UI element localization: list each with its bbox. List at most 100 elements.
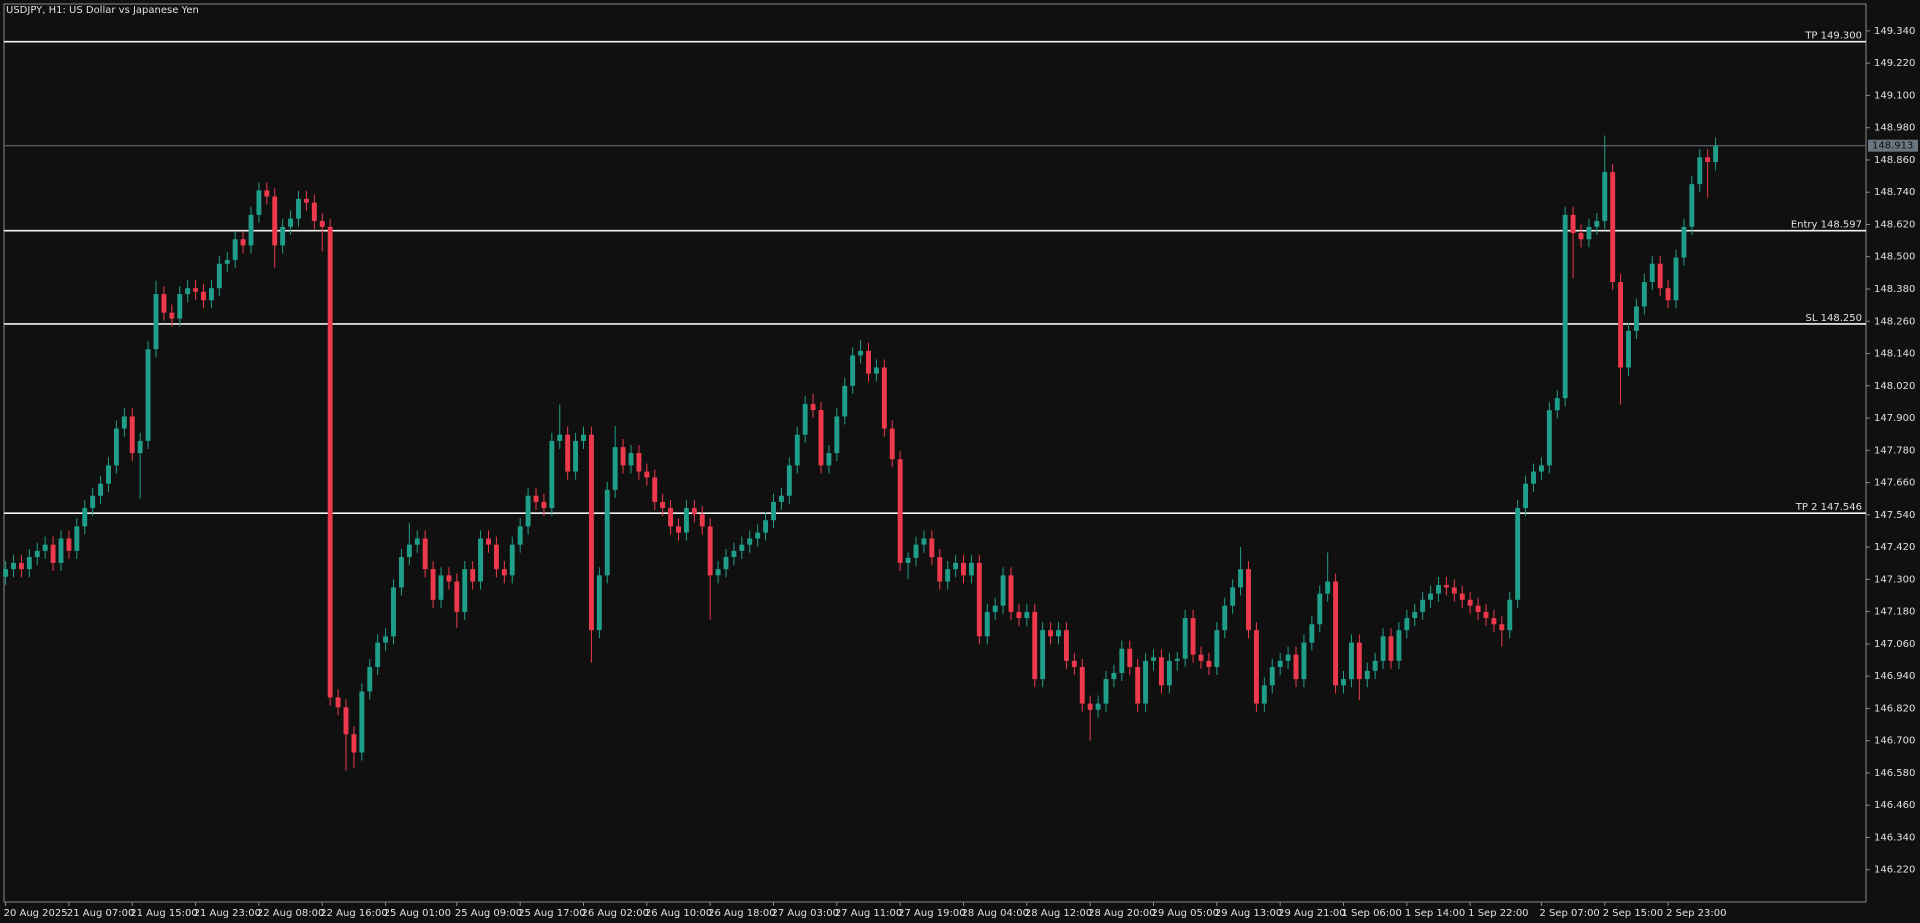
candle-body [1626,330,1631,368]
candle-body [1317,593,1323,625]
y-tick-label: 149.220 [1874,58,1915,69]
candle-body [470,569,476,582]
candle-body [628,453,634,466]
candle-body [588,434,594,631]
x-tick-label: 28 Aug 20:00 [1088,908,1155,919]
candle-body [644,471,650,478]
candle-body [1475,605,1481,612]
candle-body [1261,685,1267,704]
candle-body [406,544,412,558]
candle-body [193,288,199,292]
candle-body [826,453,832,466]
x-tick-label: 1 Sep 14:00 [1405,908,1465,919]
candle-body [1063,630,1069,661]
candle-body [272,196,278,246]
candle-body [1127,648,1133,668]
y-tick-label: 147.300 [1874,574,1915,585]
candle-body [1174,658,1180,661]
candle-body [1420,599,1426,612]
y-tick-label: 147.060 [1874,639,1915,650]
candle-body [652,477,658,502]
candle-body [604,489,610,576]
candle-body [1166,660,1172,686]
candle-body [1443,585,1449,588]
candle-body [699,514,705,527]
y-tick-label: 147.900 [1874,413,1915,424]
candle-body [1546,410,1552,466]
x-tick-label: 27 Aug 03:00 [772,908,839,919]
y-tick-label: 146.580 [1874,768,1915,779]
y-tick-label: 147.420 [1874,542,1915,553]
level-label: SL 148.250 [1806,313,1862,324]
candle-body [1151,657,1156,661]
candle-body [82,508,88,527]
candle-body [565,434,571,472]
candle-body [1657,263,1663,289]
candle-body [1602,172,1608,221]
candle-body [1507,599,1513,631]
x-tick-label: 26 Aug 18:00 [708,908,775,919]
candle-body [1277,660,1283,668]
candle-body [1673,257,1679,301]
candle-body [1190,618,1196,655]
candle-body [1531,471,1536,484]
candle-body [414,538,420,545]
candle-body [26,557,32,570]
y-tick-label: 148.620 [1874,219,1915,230]
candle-body [1071,660,1077,668]
candle-body [1483,611,1489,619]
candle-body [1499,624,1505,631]
candle-body [493,544,499,570]
candle-body [668,508,674,527]
candle-body [1348,642,1354,680]
candle-body [34,550,40,558]
candle-body [834,416,840,453]
candle-body [446,575,452,582]
x-tick-label: 21 Aug 07:00 [67,908,134,919]
y-tick-label: 149.100 [1874,90,1915,101]
candle-body [351,734,357,753]
candle-body [517,526,523,545]
candle-body [889,428,895,460]
candle-body [676,526,681,533]
candle-body [1594,220,1600,227]
candle-body [1705,157,1711,163]
candle-body [422,538,428,570]
candle-body [50,544,56,563]
candle-body [1246,569,1251,631]
candle-body [327,226,333,698]
candle-body [636,453,642,472]
candle-body [937,557,943,582]
candle-body [1032,611,1038,680]
candle-body [1538,465,1544,472]
candle-body [723,557,729,570]
candle-body [660,501,666,509]
candle-body [1222,605,1228,631]
candle-body [976,562,982,637]
candle-body [549,440,555,509]
x-tick-label: 26 Aug 02:00 [582,908,649,919]
candle-body [1467,599,1473,606]
candle-body [945,569,951,582]
candle-body [1309,624,1315,643]
candle-body [1301,642,1307,680]
candle-body [153,294,159,350]
candle-body [1143,660,1149,704]
candle-body [1396,630,1402,661]
candle-body [113,428,119,466]
candle-body [1681,226,1687,258]
candle-body [509,544,515,576]
candle-body [1040,630,1046,680]
candle-body [1523,483,1529,509]
candle-body [256,190,262,215]
candle-body [66,538,72,551]
candle-body [3,569,9,577]
x-tick-label: 29 Aug 13:00 [1215,908,1282,919]
x-tick-label: 1 Sep 06:00 [1342,908,1402,919]
candle-body [1633,306,1639,331]
y-tick-label: 148.140 [1874,349,1915,360]
candle-body [224,259,230,264]
candle-body [1713,145,1719,163]
candle-body [802,404,808,435]
candle-body [1586,226,1592,240]
